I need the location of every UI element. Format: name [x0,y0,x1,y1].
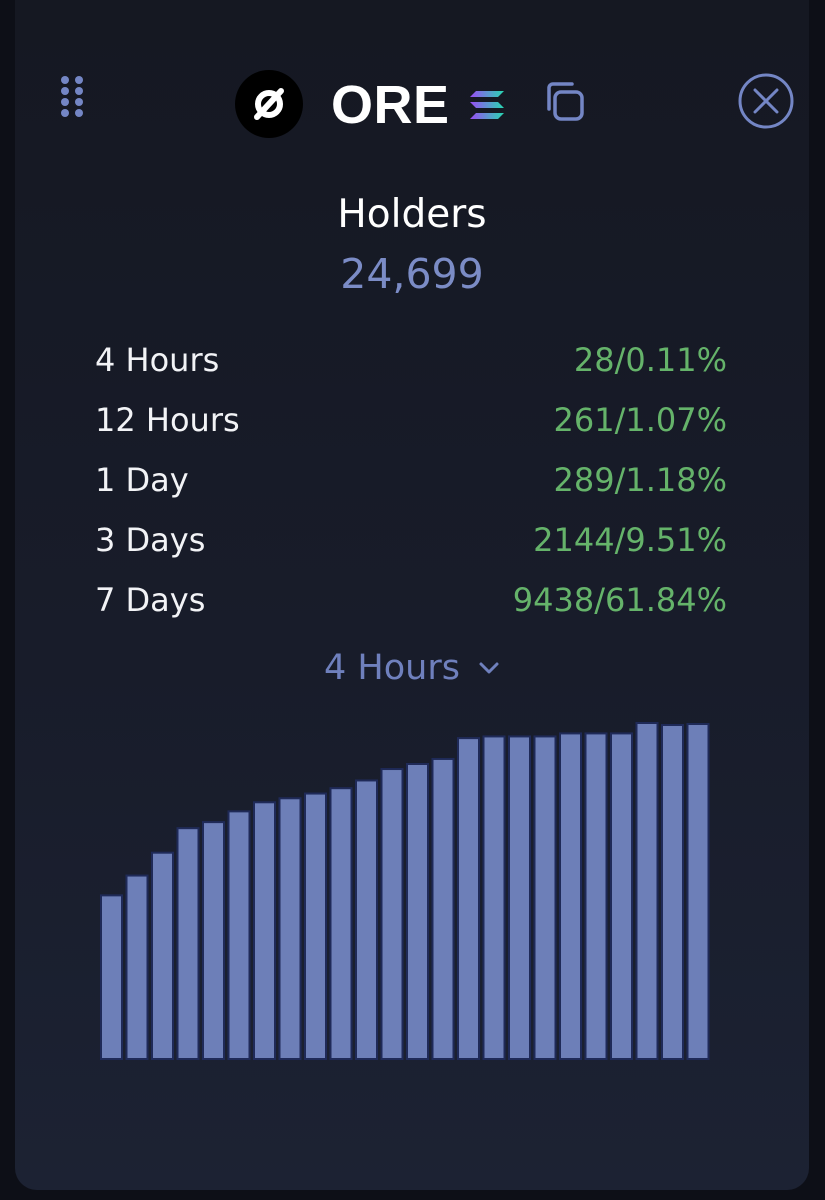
chart-bar-14 [431,757,455,1061]
stat-value: 289/1.18% [553,461,727,499]
stat-label: 12 Hours [95,401,240,439]
chart-bar-13 [406,762,429,1060]
chart-bar-4 [176,827,200,1060]
stat-value: 261/1.07% [553,401,727,439]
chevron-down-icon [479,662,499,674]
period-dropdown[interactable]: 4 Hours [15,642,809,694]
ore-logo-icon [235,70,303,138]
chart-bar-11 [355,779,378,1061]
stat-row-1-day: 1 Day 289/1.18% [95,450,727,510]
period-selected-label: 4 Hours [324,648,460,688]
stat-value: 2144/9.51% [533,521,727,559]
chart-bar-9 [304,792,327,1060]
close-circle-icon[interactable] [737,72,795,130]
holders-count: 24,699 [340,250,484,298]
chart-bar-10 [329,787,353,1061]
chart-bar-22 [635,722,659,1060]
chart-bar-7 [253,801,276,1061]
holder-change-list: 4 Hours 28/0.11% 12 Hours 261/1.07% 1 Da… [95,330,727,630]
stat-row-3-days: 3 Days 2144/9.51% [95,510,727,570]
chart-bar-20 [584,732,608,1061]
chart-bar-19 [559,732,582,1061]
stat-label: 7 Days [95,581,206,619]
chart-bar-15 [457,737,480,1061]
chart-bar-23 [661,724,684,1061]
stat-label: 3 Days [95,521,206,559]
chart-bar-3 [151,851,174,1060]
solana-icon [469,90,505,120]
chart-bar-1 [100,894,123,1060]
stat-row-4-hours: 4 Hours 28/0.11% [95,330,727,390]
chart-bar-21 [610,732,633,1061]
chart-bar-12 [380,768,404,1060]
grip-dots-icon[interactable] [59,74,85,120]
chart-bar-2 [125,874,149,1060]
holders-card: ORE Holders 24,699 [15,0,809,1190]
chart-bar-18 [533,735,557,1060]
chart-bar-17 [508,735,531,1060]
chart-bar-5 [202,821,225,1060]
stat-row-7-days: 7 Days 9438/61.84% [95,570,727,630]
stat-value: 9438/61.84% [512,581,727,619]
stat-label: 4 Hours [95,341,220,379]
stat-row-12-hours: 12 Hours 261/1.07% [95,390,727,450]
stat-label: 1 Day [95,461,189,499]
holders-bar-chart [100,722,710,1061]
chart-bar-8 [278,797,302,1060]
chart-bar-16 [482,735,506,1060]
chart-bar-24 [686,723,710,1061]
copy-icon[interactable] [541,78,587,124]
chart-bar-6 [227,810,251,1060]
token-symbol: ORE [331,75,450,135]
stat-value: 28/0.11% [573,341,727,379]
metric-title: Holders [337,192,487,237]
